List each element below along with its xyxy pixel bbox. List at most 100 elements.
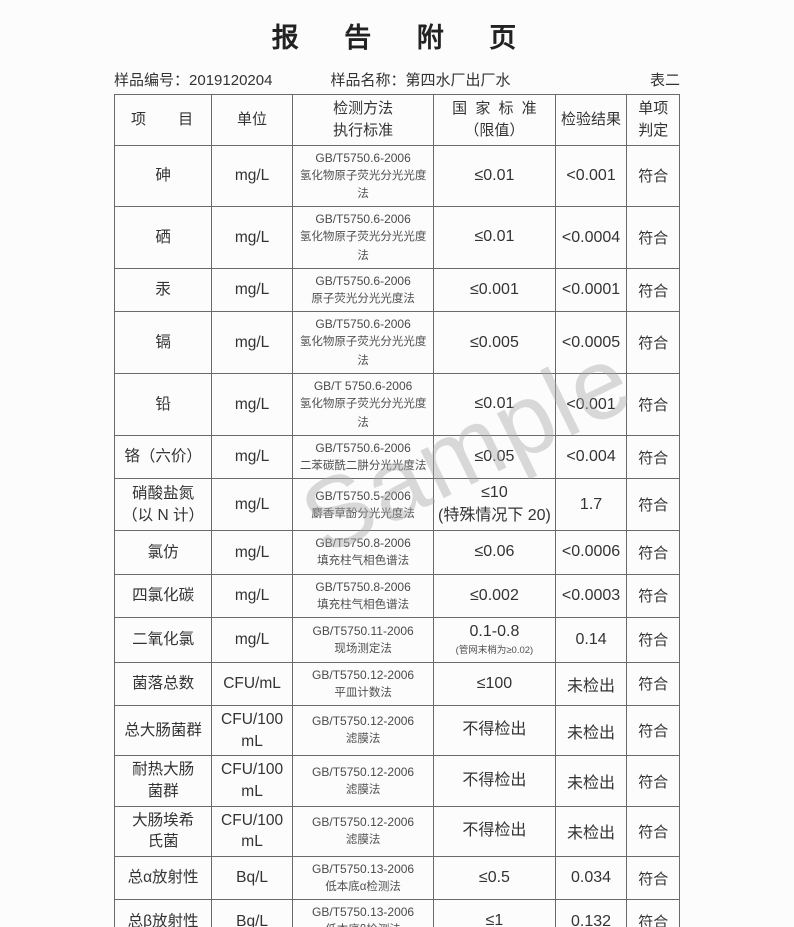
header-standard: 国 家 标 准 （限值） — [433, 94, 556, 146]
method-name: 低本底β检测法 — [295, 921, 431, 927]
item-cell: 硒 — [113, 206, 213, 270]
result-cell: <0.0003 — [554, 573, 628, 618]
report-table-header: 项 目 单位 检测方法 执行标准 国 家 标 准 （限值） 检验结果 单项 判定 — [113, 94, 680, 146]
header-unit: 单位 — [211, 94, 293, 146]
verdict-cell: 符合 — [626, 530, 680, 575]
method-name: 二苯碳酰二肼分光光度法 — [299, 460, 427, 473]
limit-cell: 不得检出 — [433, 704, 556, 757]
header-verdict: 单项 判定 — [626, 94, 680, 146]
limit-cell: ≤100 — [433, 661, 556, 706]
limit-value: ≤0.001 — [470, 281, 519, 299]
method-cell: GB/T5750.6-2006 原子荧光分光光度法 — [291, 268, 435, 313]
method-cell: GB/T5750.12-2006 滤膜法 — [291, 755, 435, 807]
method-standard: GB/T5750.12-2006 — [312, 667, 415, 682]
limit-value: ≤0.05 — [474, 448, 515, 466]
item-cell: 总大肠菌群 — [113, 704, 213, 757]
verdict-cell: 符合 — [626, 206, 680, 270]
method-name: 平皿计数法 — [334, 686, 392, 699]
item-cell: 耐热大肠 菌群 — [113, 755, 213, 807]
method-standard: GB/T5750.5-2006 — [315, 488, 411, 503]
sample-name-value: 第四水厂出厂水 — [405, 72, 511, 89]
method-cell: GB/T5750.8-2006 填充柱气相色谱法 — [291, 530, 435, 575]
limit-value: 不得检出 — [462, 771, 527, 789]
limit-value: ≤0.002 — [470, 586, 519, 604]
limit-cell: 不得检出 — [433, 805, 556, 858]
unit-cell: mg/L — [211, 144, 293, 208]
verdict-cell: 符合 — [626, 899, 680, 927]
item-cell: 硝酸盐氮 （以 N 计） — [113, 478, 213, 532]
limit-cell: ≤0.001 — [433, 268, 556, 313]
table-row: 耐热大肠 菌群 CFU/100 mL GB/T5750.12-2006 滤膜法 不得检出… — [113, 755, 680, 807]
method-cell: GB/T5750.6-2006 二苯碳酰二肼分光光度法 — [291, 435, 435, 480]
table-row: 氯仿 mg/L GB/T5750.8-2006 填充柱气相色谱法 ≤0.06 <0.000… — [113, 530, 680, 575]
sample-number-value: 2019120204 — [189, 72, 273, 89]
method-cell: GB/T5750.6-2006 氢化物原子荧光分光光度法 — [291, 144, 435, 208]
limit-value: ≤100 — [476, 674, 513, 692]
verdict-cell: 符合 — [626, 268, 680, 313]
method-name: 滤膜法 — [345, 834, 381, 847]
result-cell: 未检出 — [554, 661, 628, 706]
result-cell: 0.132 — [554, 899, 628, 927]
unit-cell: CFU/100 mL — [211, 704, 293, 757]
method-name: 原子荧光分光光度法 — [311, 293, 415, 306]
verdict-cell: 符合 — [626, 435, 680, 480]
verdict-cell: 符合 — [626, 311, 680, 375]
limit-value: 不得检出 — [462, 721, 527, 739]
page-title: 报 告 附 页 — [271, 23, 523, 53]
limit-cell: ≤0.06 — [433, 530, 556, 575]
limit-value: ≤0.01 — [474, 395, 515, 413]
method-name: 滤膜法 — [345, 783, 381, 796]
verdict-cell: 符合 — [626, 478, 680, 532]
verdict-cell: 符合 — [626, 805, 680, 858]
method-cell: GB/T5750.6-2006 氢化物原子荧光分光光度法 — [291, 311, 435, 375]
item-cell: 四氯化碳 — [113, 573, 213, 618]
method-name: 麝香草酚分光光度法 — [311, 507, 415, 520]
verdict-cell: 符合 — [626, 704, 680, 757]
method-standard: GB/T5750.11-2006 — [312, 623, 414, 638]
item-cell: 大肠埃希 氏菌 — [113, 805, 213, 858]
subheader: 样品编号：2019120204 样品名称：第四水厂出厂水 表二 — [114, 69, 680, 90]
table-row: 铬（六价） mg/L GB/T5750.6-2006 二苯碳酰二肼分光光度法 ≤0.05… — [113, 435, 680, 480]
method-cell: GB/T5750.12-2006 滤膜法 — [291, 704, 435, 757]
result-cell: 1.7 — [554, 478, 628, 532]
sample-name: 样品名称：第四水厂出厂水 — [330, 69, 510, 90]
limit-value: 不得检出 — [462, 822, 527, 840]
table-row: 镉 mg/L GB/T5750.6-2006 氢化物原子荧光分光光度法 ≤0.005 <0… — [113, 311, 680, 375]
method-standard: GB/T5750.13-2006 — [312, 905, 415, 920]
method-standard: GB/T5750.12-2006 — [312, 815, 415, 830]
item-cell: 镉 — [113, 311, 213, 375]
table-row: 硝酸盐氮 （以 N 计） mg/L GB/T5750.5-2006 麝香草酚分光光度法… — [113, 478, 680, 532]
item-cell: 砷 — [113, 144, 213, 208]
method-name: 填充柱气相色谱法 — [317, 598, 410, 611]
header-row: 项 目 单位 检测方法 执行标准 国 家 标 准 （限值） 检验结果 单项 判定 — [113, 94, 680, 146]
table-row: 汞 mg/L GB/T5750.6-2006 原子荧光分光光度法 ≤0.001 <0.00… — [113, 268, 680, 313]
table-row: 硒 mg/L GB/T5750.6-2006 氢化物原子荧光分光光度法 ≤0.01 <0.… — [113, 206, 680, 270]
item-cell: 二氧化氯 — [113, 616, 213, 663]
verdict-cell: 符合 — [626, 373, 680, 437]
method-standard: GB/T5750.6-2006 — [315, 150, 411, 165]
verdict-cell: 符合 — [626, 661, 680, 706]
table-row: 四氯化碳 mg/L GB/T5750.8-2006 填充柱气相色谱法 ≤0.002 <0.… — [113, 573, 680, 618]
method-name: 低本底α检测法 — [325, 881, 401, 894]
table-row: 总β放射性Bq/LGB/T5750.13-2006低本底β检测法≤10.132符… — [113, 899, 680, 927]
table-row: 大肠埃希 氏菌 CFU/100 mL GB/T5750.12-2006 滤膜法 不得检出… — [113, 805, 680, 858]
result-cell: <0.001 — [554, 373, 628, 437]
method-cell: GB/T5750.6-2006 氢化物原子荧光分光光度法 — [291, 206, 435, 270]
unit-cell: mg/L — [211, 530, 293, 575]
method-standard: GB/T 5750.6-2006 — [313, 379, 413, 394]
unit-cell: mg/L — [211, 573, 293, 618]
limit-note: (管网末梢为≥0.02) — [455, 645, 534, 657]
method-name: 氢化物原子荧光分光光度法 — [299, 398, 427, 429]
unit-cell: CFU/mL — [211, 661, 293, 706]
limit-cell: ≤0.5 — [433, 856, 556, 901]
unit-cell: mg/L — [211, 268, 293, 313]
limit-value: 0.1-0.8 — [469, 622, 520, 640]
limit-value: ≤0.005 — [470, 333, 519, 351]
unit-cell: mg/L — [211, 435, 293, 480]
header-item: 项 目 — [113, 94, 213, 146]
limit-cell: 不得检出 — [433, 755, 556, 807]
table-tag: 表二 — [649, 72, 680, 89]
sample-number-label: 样品编号： — [114, 72, 190, 89]
item-cell: 总α放射性 — [113, 856, 213, 901]
table-row: 总α放射性 Bq/L GB/T5750.13-2006 低本底α检测法 ≤0.5 0.03… — [113, 856, 680, 901]
